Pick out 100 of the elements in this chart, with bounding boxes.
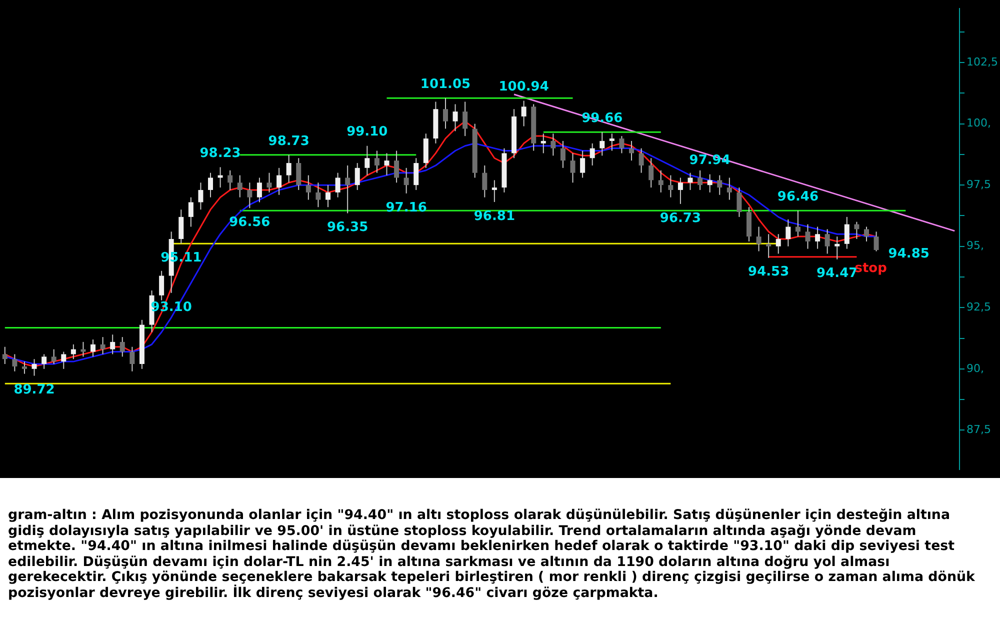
candlestick <box>492 180 497 202</box>
candlestick <box>130 346 135 372</box>
candlestick <box>188 196 194 228</box>
candlestick <box>256 177 262 203</box>
candlestick <box>707 174 712 193</box>
candlestick <box>354 162 360 190</box>
candlestick <box>570 152 576 184</box>
candlestick <box>90 338 96 358</box>
candlestick <box>600 132 605 156</box>
candlestick <box>756 226 762 252</box>
candlestick <box>844 216 850 250</box>
candlestick <box>384 152 390 176</box>
candlestick <box>580 150 586 178</box>
candlestick <box>776 234 781 254</box>
annotation: 98.73 <box>268 134 310 149</box>
annotation: 96.35 <box>327 220 368 236</box>
candlestick <box>374 150 380 174</box>
candlestick <box>276 167 282 196</box>
candlestick <box>726 177 732 200</box>
candlestick <box>345 164 350 214</box>
candlestick <box>316 182 321 208</box>
candlestick <box>442 98 448 130</box>
series-label: stop <box>854 260 887 276</box>
y-tick-label: 100, <box>966 116 992 130</box>
y-tick-label: 95, <box>966 239 984 252</box>
candlestick <box>736 187 742 218</box>
candlestick <box>452 104 458 132</box>
candlestick <box>805 224 810 250</box>
candlestick <box>590 142 595 166</box>
candlestick <box>51 348 56 365</box>
candlestick <box>42 354 47 370</box>
candlestick <box>678 177 683 204</box>
candlestick <box>638 148 644 174</box>
candlestick <box>482 164 488 198</box>
candlestick <box>70 344 76 360</box>
y-tick-label: 102,5 <box>966 55 998 68</box>
candlestick <box>178 209 184 244</box>
candlestick <box>159 270 164 301</box>
annotation: 96.56 <box>229 214 270 230</box>
candlestick <box>237 174 242 198</box>
candlestick <box>12 354 18 372</box>
candlestick <box>462 101 468 137</box>
y-tick-label: 87,5 <box>966 423 992 436</box>
annotation: 96.73 <box>660 210 702 226</box>
candlestick <box>629 140 634 162</box>
candlestick <box>648 158 654 188</box>
candlestick <box>521 100 526 127</box>
candlestick <box>228 170 233 190</box>
annotation: 94.85 <box>888 246 930 262</box>
y-tick-label: 92,5 <box>966 300 992 314</box>
candlestick <box>266 172 272 193</box>
candlestick <box>560 140 566 168</box>
candlestick <box>698 170 703 190</box>
candlestick <box>766 234 772 258</box>
candlestick <box>688 172 693 190</box>
candlestick <box>786 218 791 247</box>
candlestick <box>296 158 302 190</box>
candlestick <box>120 336 125 358</box>
candlestick <box>247 182 252 209</box>
candlestick <box>668 174 674 198</box>
candlestick <box>325 184 330 208</box>
annotation: 96.81 <box>474 208 516 224</box>
candlestick <box>658 170 664 193</box>
annotation: 101.05 <box>420 76 471 92</box>
candlestick <box>198 182 204 210</box>
candlestick <box>394 150 400 184</box>
candlestick <box>404 167 409 194</box>
candlestick <box>717 174 722 196</box>
candlestick <box>834 236 840 260</box>
y-tick-label: 90, <box>966 362 984 375</box>
candlestick <box>208 172 214 198</box>
candlestick <box>110 334 116 355</box>
candlestick <box>864 226 869 242</box>
candlestick <box>364 145 370 176</box>
annotation: 89.72 <box>14 382 55 398</box>
candlestick <box>874 231 879 252</box>
candlestick <box>795 210 800 238</box>
candlestick <box>335 172 340 198</box>
candlestick <box>22 361 27 374</box>
candlestick <box>619 136 624 154</box>
candlestick <box>550 133 556 156</box>
candlestick <box>61 351 66 370</box>
candlestick <box>854 221 860 240</box>
candlestick <box>32 358 37 376</box>
candlestick <box>540 133 546 154</box>
text: gram-altın : Alım pozisyonunda olanlar için "94.40" ın altı stoploss olarak düşünülebilir. Satış düşünenler için desteğin altına gidiş dolayısıyla satış yapılabilir ve 95.00' in üstüne stoploss koyulabilir. Trend ortalamaların altında aşağı yönde devam etmekte. "94.40" ın altına inilmesi halinde düşüşün devamı beklenirken hedef olarak o taktirde "93.10" daki dip seviyesi test edilebilir. Düşüşün devamı için dolar-TL nin 2.45' in altına sarkması ve altının da 1190 doların altına doğru yol alması gerekecektir. Çıkış yönünde seçeneklere bakarsak tepeleri birleştiren ( mor renkli ) direnç çizgisi geçilirse o zaman alıma dönük pozisyonlar devreye girebilir. İlk direnç seviyesi olarak "96.46" civarı göze çarpmakta. <box>8 508 976 602</box>
candlestick <box>414 158 419 190</box>
annotation: 99.10 <box>346 124 388 140</box>
y-tick-label: 97,5 <box>966 178 992 191</box>
candlestick <box>2 346 8 365</box>
candlestick <box>100 336 106 355</box>
annotation: 94.53 <box>748 264 790 280</box>
annotation: 97.94 <box>689 153 730 168</box>
annotation: 98.23 <box>200 146 241 162</box>
candlestick <box>824 228 830 254</box>
candlestick <box>306 174 311 200</box>
candlestick <box>815 226 820 250</box>
annotation: 96.46 <box>777 189 819 204</box>
candlestick <box>286 154 292 184</box>
candlestick <box>609 133 614 152</box>
